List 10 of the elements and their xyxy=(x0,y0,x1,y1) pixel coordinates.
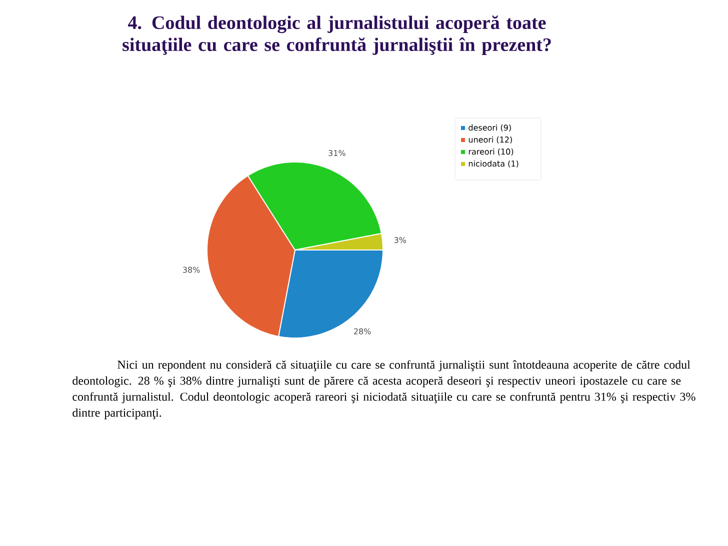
data-label: 28% xyxy=(354,328,371,334)
legend-label: deseori (9) xyxy=(468,124,511,132)
legend-label: uneori (12) xyxy=(468,136,512,144)
text: Nici un repondent nu consideră că situaţiile cu care se confruntă jurnaliştii sunt întotdeauna acoperite de către codul deontologic. 28 % şi 38% dintre jurnalişti sunt de părere că acesta acoperă deseori şi respectiv uneori ipostazele cu care se confruntă jurnalistul. Codul deontologic acoperă rareori şi niciodată situaţiile cu care se confruntă pentru 31% şi respectiv 3% dintre participanţi. xyxy=(72,360,696,420)
data-label: 38% xyxy=(182,266,200,273)
data-label: 31% xyxy=(328,150,346,156)
data-label: 3% xyxy=(394,237,406,244)
legend-label: niciodata (1) xyxy=(468,160,518,168)
chart-title: 4. Codul deontologic al jurnalistului acoperă toate situaţiile cu care se confruntă jurnaliştii în prezent? xyxy=(122,16,551,55)
legend-label: rareori (10) xyxy=(468,148,514,156)
